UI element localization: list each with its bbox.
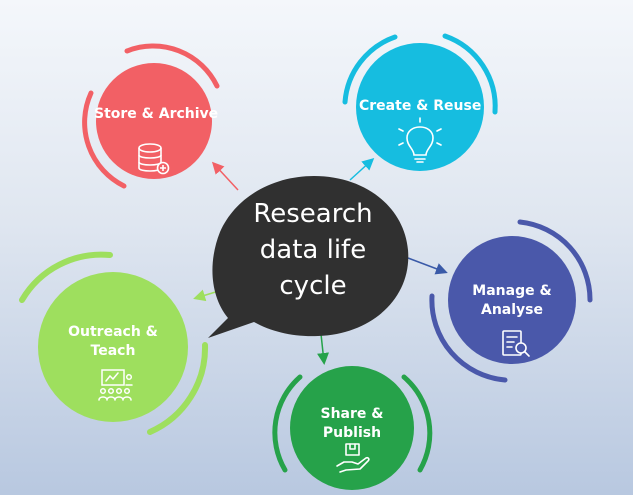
node-manage-analyse xyxy=(429,219,593,383)
presentation-audience-icon xyxy=(98,369,133,401)
create-reuse-label: Create & Reuse xyxy=(359,98,482,114)
database-add-icon xyxy=(138,143,170,175)
outreach-teach-label: Outreach & Teach xyxy=(68,324,158,359)
center-speech-bubble xyxy=(208,176,409,338)
manage-analyse-label: Manage & Analyse xyxy=(472,283,552,318)
node-outreach-teach xyxy=(19,251,209,435)
node-share-publish xyxy=(272,366,433,490)
center-title-line-2: data life xyxy=(259,235,367,265)
document-search-icon xyxy=(502,330,530,357)
share-publish-label: Share & Publish xyxy=(320,406,384,441)
node-store-archive xyxy=(82,43,220,189)
store-archive-label: Store & Archive xyxy=(94,106,219,122)
node-create-reuse xyxy=(342,33,498,171)
arrow-to-manage-analyse xyxy=(407,257,448,275)
hand-box-icon xyxy=(336,443,370,473)
center-title-line-3: cycle xyxy=(279,271,347,301)
arrow-to-create-reuse xyxy=(349,157,375,181)
center-title-line-1: Research xyxy=(253,199,373,229)
arrow-to-store-archive xyxy=(211,161,239,191)
lightbulb-icon xyxy=(398,117,442,163)
arrow-to-share-publish xyxy=(317,333,330,365)
center-title: Research data life cycle xyxy=(228,196,398,304)
